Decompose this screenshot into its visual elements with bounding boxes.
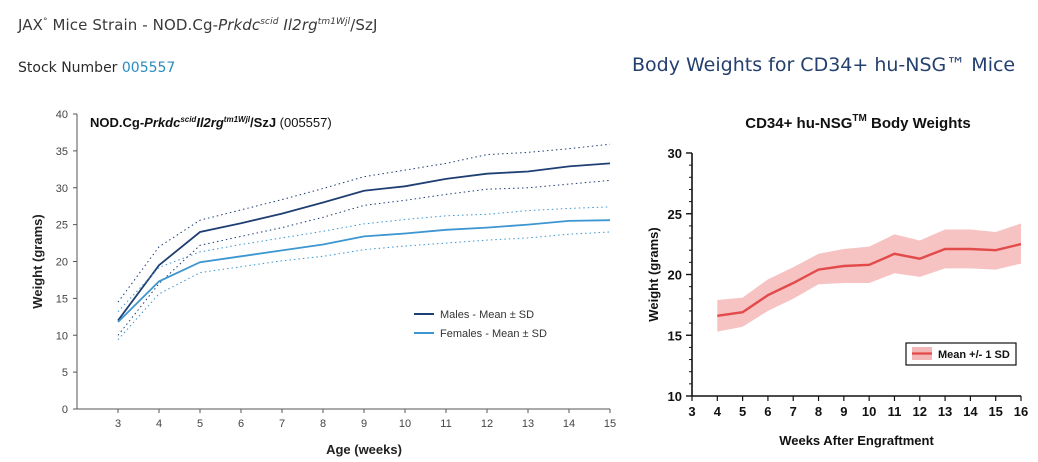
x-tick-label: 5 (739, 404, 746, 419)
series-male-upper-sd (117, 143, 611, 303)
brand-name: JAX (18, 16, 43, 34)
chart-title: NOD.Cg-PrkdcscidIl2rgtm1Wjl/SzJ (005557) (90, 115, 332, 130)
y-tick-label: 30 (668, 146, 682, 161)
mean-line (717, 242, 1022, 317)
gene-prkdc: Prkdc (218, 16, 261, 34)
legend-label: Mean +/- 1 SD (938, 349, 1010, 361)
y-tick-label: 30 (56, 183, 68, 195)
strain-title: JAX° Mice Strain - NOD.Cg-Prkdcscid Il2r… (18, 16, 378, 34)
nod-weight-chart: 0 5 10 15 20 25 30 35 40 3 4 5 6 7 8 9 10 11 12 13 14 15 Age (… (30, 109, 616, 457)
x-tick-label: 7 (279, 418, 285, 430)
y-tick-label: 20 (668, 268, 682, 283)
x-tick-label: 10 (862, 404, 876, 419)
gene-il2rg: Il2rg (283, 16, 318, 34)
x-tick-label: 14 (563, 418, 575, 430)
x-tick-label: 14 (963, 404, 978, 419)
x-tick-label: 10 (399, 418, 411, 430)
x-tick-label: 4 (714, 404, 722, 419)
gene-il2rg-sup: tm1Wjl (317, 17, 351, 27)
stock-number[interactable]: 005557 (121, 60, 176, 76)
x-axis-title: Weeks After Engraftment (779, 433, 934, 448)
x-tick-label: 15 (988, 404, 1002, 419)
x-tick-label: 12 (913, 404, 927, 419)
cd34-weight-chart: CD34+ hu-NSGTM Body Weights 10 15 20 25 30 3 4 5… (646, 113, 1028, 448)
x-tick-label: 16 (1014, 404, 1028, 419)
y-tick-label: 35 (56, 146, 68, 158)
x-tick-label: 8 (320, 418, 326, 430)
x-tick-label: 11 (888, 404, 902, 419)
y-axis-title: Weight (grams) (646, 227, 661, 321)
strain-prefix: Mice Strain - NOD.Cg- (52, 16, 219, 34)
series-female-upper-sd (117, 206, 611, 313)
y-tick-label: 15 (668, 328, 682, 343)
y-tick-label: 20 (56, 257, 68, 269)
x-tick-label: 13 (522, 418, 534, 430)
x-tick-label: 8 (815, 404, 822, 419)
right-section-heading: Body Weights for CD34+ hu-NSG™ Mice (632, 54, 1016, 76)
x-tick-label: 3 (115, 418, 121, 430)
x-tick-label: 6 (238, 418, 244, 430)
x-tick-label: 11 (440, 418, 451, 430)
series-female-lower-sd (117, 231, 611, 341)
y-tick-label: 0 (62, 404, 68, 416)
y-tick-label: 25 (56, 220, 68, 232)
series-male-mean-line (117, 162, 611, 322)
series-female-mean-line (117, 219, 611, 323)
strain-suffix: /SzJ (350, 16, 378, 34)
x-tick-label: 9 (361, 418, 367, 430)
x-tick-label: 4 (156, 418, 162, 430)
x-tick-label: 9 (840, 404, 847, 419)
legend-box (905, 342, 1017, 366)
stock-number-line: Stock Number 005557 (18, 60, 175, 76)
stock-label: Stock Number (18, 60, 118, 76)
y-tick-label: 10 (668, 389, 682, 404)
sd-band (717, 223, 1021, 332)
legend-label-female: Females - Mean ± SD (440, 328, 547, 340)
brand-mark: ° (43, 17, 48, 27)
chart-title: CD34+ hu-NSGTM Body Weights (745, 113, 970, 132)
x-tick-label: 6 (764, 404, 771, 419)
y-tick-label: 10 (56, 330, 68, 342)
gene-prkdc-sup: scid (260, 17, 279, 27)
legend-label-male: Males - Mean ± SD (440, 309, 534, 321)
x-tick-label: 12 (481, 418, 493, 430)
y-tick-label: 40 (56, 109, 68, 121)
x-tick-label: 3 (688, 404, 695, 419)
y-tick-label: 5 (62, 367, 68, 379)
x-tick-label: 7 (790, 404, 797, 419)
x-axis-title: Age (weeks) (326, 442, 402, 457)
y-tick-label: 15 (56, 293, 68, 305)
y-tick-label: 25 (668, 207, 682, 222)
x-tick-label: 13 (938, 404, 952, 419)
y-axis-title: Weight (grams) (30, 214, 45, 308)
x-tick-label: 5 (197, 418, 203, 430)
x-tick-label: 15 (604, 418, 616, 430)
series-male-lower-sd (117, 179, 611, 336)
